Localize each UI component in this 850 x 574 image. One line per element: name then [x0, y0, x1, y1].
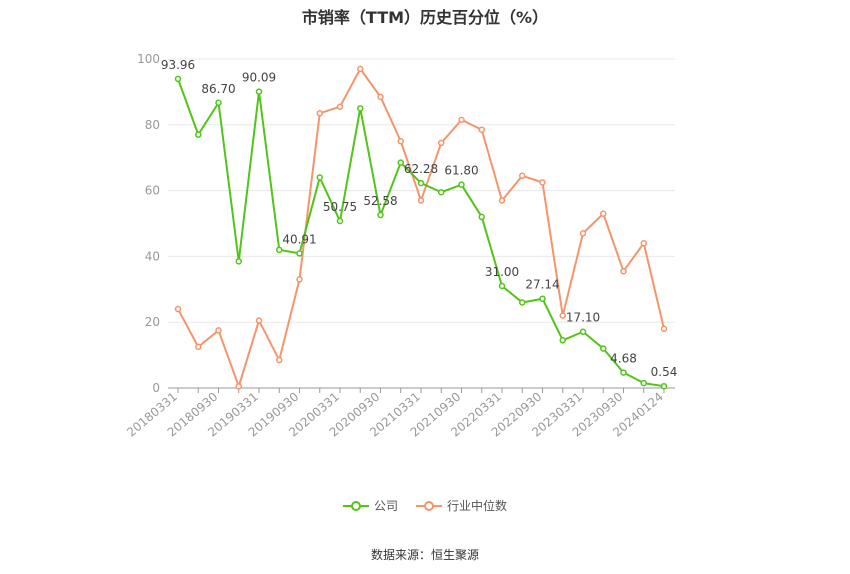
y-tick-label: 20 [145, 315, 160, 329]
data-point-industry [377, 93, 384, 101]
data-point-industry [336, 103, 344, 110]
data-label: 17.10 [566, 311, 600, 325]
data-label: 4.68 [610, 352, 637, 366]
legend-label-industry: 行业中位数 [447, 499, 508, 513]
data-point-industry [417, 197, 425, 204]
data-point-industry [600, 210, 607, 217]
data-point-industry [559, 312, 566, 319]
legend-item-company[interactable]: 公司 [342, 497, 398, 514]
data-point-industry [215, 327, 222, 334]
data-point-company [579, 328, 587, 335]
data-point-industry [539, 179, 546, 186]
legend-swatch-company [342, 500, 369, 511]
data-point-company [195, 131, 202, 138]
source-note: 数据来源：恒生聚源 [370, 548, 479, 562]
y-tick-label: 0 [152, 381, 160, 395]
data-point-company [276, 246, 283, 254]
data-point-company [235, 258, 242, 265]
data-point-company [620, 369, 627, 376]
data-label: 86.70 [201, 82, 235, 96]
data-point-industry [174, 305, 182, 313]
data-point-industry [195, 343, 202, 351]
data-point-industry [296, 276, 303, 283]
data-point-company [640, 379, 647, 387]
data-label: 93.96 [161, 58, 195, 72]
data-point-company [316, 174, 323, 181]
data-point-industry [640, 239, 647, 247]
data-point-industry [458, 116, 465, 124]
data-point-industry [438, 139, 445, 147]
data-point-industry [478, 126, 485, 133]
chart-title: 市销率（TTM）历史百分位（%） [301, 8, 549, 27]
y-tick-label: 80 [145, 118, 160, 132]
data-point-industry [276, 356, 283, 364]
y-tick-label: 60 [145, 184, 160, 198]
data-point-industry [620, 267, 627, 275]
data-point-industry [579, 230, 587, 237]
data-point-company [357, 105, 364, 112]
legend-swatch-industry [416, 500, 442, 511]
data-point-industry [316, 110, 323, 117]
data-point-industry [498, 197, 506, 204]
data-point-company [519, 299, 526, 306]
data-point-industry [519, 172, 526, 180]
data-point-company [397, 159, 404, 166]
data-point-company [174, 75, 182, 83]
data-point-company [660, 382, 668, 390]
data-label: 52.58 [363, 194, 397, 208]
data-label: 50.75 [323, 200, 357, 214]
data-label: 61.80 [444, 164, 478, 178]
data-point-industry [397, 138, 404, 145]
legend: 公司 行业中位数 [0, 497, 850, 514]
legend-item-industry[interactable]: 行业中位数 [416, 497, 507, 514]
data-label: 31.00 [485, 265, 519, 279]
data-point-company [215, 99, 222, 107]
data-point-company [336, 217, 344, 225]
data-point-industry [235, 383, 242, 390]
data-point-company [539, 295, 546, 302]
y-tick-label: 100 [137, 52, 160, 66]
data-point-company [498, 282, 506, 290]
data-point-industry [660, 325, 668, 333]
data-label: 40.91 [282, 232, 316, 246]
data-point-company [377, 211, 384, 219]
data-point-company [600, 345, 607, 352]
data-label: 62.28 [404, 162, 438, 176]
data-point-company [438, 188, 445, 196]
data-label: 27.14 [525, 278, 559, 292]
data-point-company [296, 250, 303, 257]
data-point-industry [357, 65, 364, 73]
data-label: 0.54 [651, 365, 678, 379]
data-label: 90.09 [242, 71, 276, 85]
legend-label-company: 公司 [373, 499, 398, 513]
data-point-company [417, 179, 425, 187]
data-point-industry [255, 317, 263, 324]
data-point-company [458, 181, 465, 188]
data-point-company [255, 88, 263, 95]
data-point-company [478, 213, 485, 221]
data-point-company [559, 337, 566, 344]
y-tick-label: 40 [145, 249, 160, 263]
